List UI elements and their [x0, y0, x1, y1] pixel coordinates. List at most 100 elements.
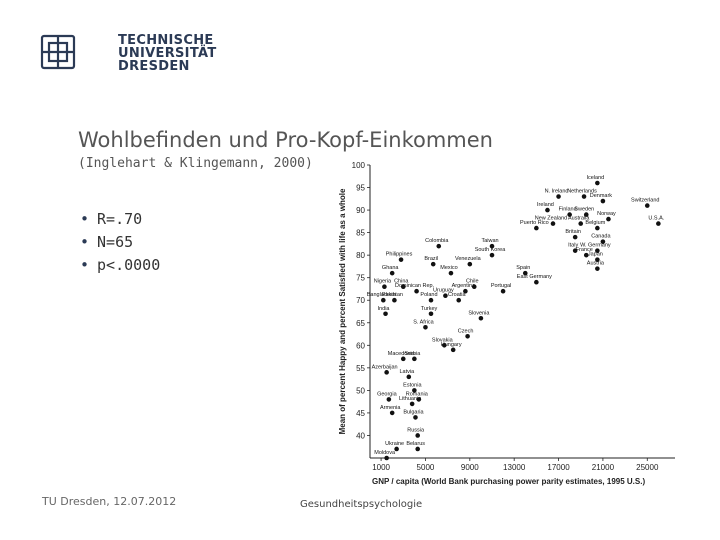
data-point	[583, 212, 589, 217]
data-point-label: Puerto Rico	[520, 220, 549, 226]
data-point-label: Croatia	[448, 292, 467, 298]
data-point-label: Czech	[458, 328, 474, 334]
data-point	[600, 198, 606, 204]
data-point-label: Moldova	[374, 450, 396, 456]
logo-line-2: UNIVERSITÄT	[118, 46, 217, 61]
data-point-label: Argentina	[452, 283, 476, 289]
data-point	[595, 225, 600, 231]
data-point-label: South Korea	[475, 247, 507, 253]
data-point-label: Lithuania	[399, 396, 422, 402]
data-point-label: Japan	[588, 252, 603, 258]
stats-bullet-list: • R=.70 • N=65 • p<.0000	[80, 208, 160, 277]
data-point-label: China	[394, 279, 409, 285]
data-point	[415, 446, 420, 452]
footer-date: TU Dresden, 12.07.2012	[42, 495, 177, 508]
data-point-label: Mexico	[440, 265, 457, 271]
data-point	[572, 234, 578, 240]
data-point-label: Romania	[406, 391, 429, 397]
bullet-item: • R=.70	[80, 208, 160, 231]
bullet-text: p<.0000	[97, 256, 161, 274]
data-point	[581, 194, 587, 199]
data-point	[430, 261, 436, 267]
data-point	[578, 221, 584, 226]
data-point-label: Taiwan	[481, 238, 498, 244]
x-tick-label: 5000	[417, 463, 435, 472]
data-point-label: Uruguay	[433, 288, 454, 294]
tu-dresden-logo: TECHNISCHE UNIVERSITÄT DRESDEN	[38, 12, 216, 73]
data-point	[467, 261, 473, 267]
data-point	[382, 284, 387, 290]
tu-dresden-emblem-icon	[40, 34, 76, 70]
data-point-label: S. Africa	[413, 319, 434, 325]
data-point-label: Poland	[420, 292, 437, 298]
data-point	[423, 324, 428, 330]
data-point-label: New Zealand	[535, 216, 567, 222]
bullet-dot-icon: •	[80, 210, 90, 228]
x-tick-label: 13000	[503, 463, 526, 472]
data-point-label: Switzerland	[631, 198, 659, 204]
data-point-label: Latvia	[399, 369, 415, 375]
data-point	[389, 270, 395, 276]
y-tick-label: 60	[356, 341, 365, 350]
data-point	[606, 216, 611, 222]
data-point-label: Spain	[516, 265, 530, 271]
data-point	[443, 293, 448, 299]
x-tick-label: 17000	[547, 463, 570, 472]
data-point	[595, 257, 600, 262]
data-point-label: Chile	[466, 279, 479, 285]
data-point-label: Denmark	[590, 193, 613, 199]
data-point-label: Australia	[568, 216, 590, 222]
data-point-label: Canada	[591, 234, 611, 240]
data-point-label: Colombia	[425, 238, 449, 244]
data-point	[428, 297, 434, 303]
data-point	[436, 243, 442, 249]
data-point-label: Portugal	[491, 283, 512, 289]
data-point	[381, 297, 386, 303]
data-point-label: Brazil	[424, 256, 438, 262]
y-tick-label: 65	[356, 319, 365, 328]
data-point	[567, 212, 572, 217]
data-point-label: Austria	[587, 261, 605, 267]
data-point	[384, 370, 389, 375]
data-point	[412, 388, 417, 393]
data-point	[394, 446, 399, 452]
data-point-label: Belarus	[406, 441, 425, 447]
data-point	[534, 225, 539, 231]
data-point-label: W. Germany	[580, 243, 611, 249]
data-point-label: Norway	[597, 211, 616, 217]
data-point	[456, 297, 462, 303]
y-tick-label: 55	[356, 364, 365, 373]
data-point-label: Pakistan	[382, 292, 403, 298]
y-tick-label: 45	[356, 409, 365, 418]
data-point-label: Serbia	[404, 351, 421, 357]
data-point-label: Armenia	[380, 405, 401, 411]
data-point	[556, 194, 561, 199]
y-tick-label: 95	[356, 184, 365, 193]
data-point	[392, 297, 397, 303]
data-point-label: Venezuela	[455, 256, 482, 262]
data-point-label: India	[378, 306, 391, 312]
data-point	[583, 252, 589, 258]
x-tick-label: 21000	[592, 463, 615, 472]
bullet-text: R=.70	[97, 210, 143, 228]
bullet-text: N=65	[97, 233, 134, 251]
data-point	[409, 401, 415, 407]
y-tick-label: 100	[352, 161, 366, 170]
x-tick-label: 9000	[461, 463, 479, 472]
data-point	[416, 397, 422, 402]
data-point	[413, 415, 418, 420]
data-point	[600, 239, 606, 244]
data-point	[644, 203, 650, 208]
data-point	[400, 284, 406, 290]
data-point	[489, 252, 495, 258]
data-point	[384, 455, 389, 461]
data-point-label: Finland	[559, 207, 577, 213]
slide-title: Wohlbefinden und Pro-Kopf-Einkommen	[78, 128, 493, 152]
data-point-label: Slovenia	[468, 310, 490, 316]
slide-subtitle: (Inglehart & Klingemann, 2000)	[78, 156, 313, 171]
y-tick-label: 80	[356, 251, 365, 260]
data-point	[386, 397, 392, 402]
data-point	[500, 288, 506, 294]
data-point	[442, 343, 447, 348]
data-point	[414, 288, 419, 294]
